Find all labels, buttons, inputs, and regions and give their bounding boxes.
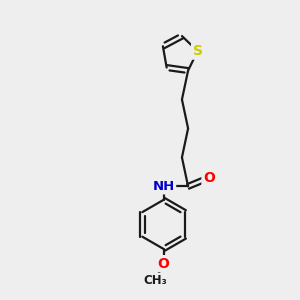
Text: NH: NH	[152, 180, 175, 193]
Text: CH₃: CH₃	[143, 274, 167, 287]
Text: S: S	[193, 44, 202, 58]
Text: O: O	[158, 257, 169, 271]
Text: O: O	[203, 171, 215, 185]
